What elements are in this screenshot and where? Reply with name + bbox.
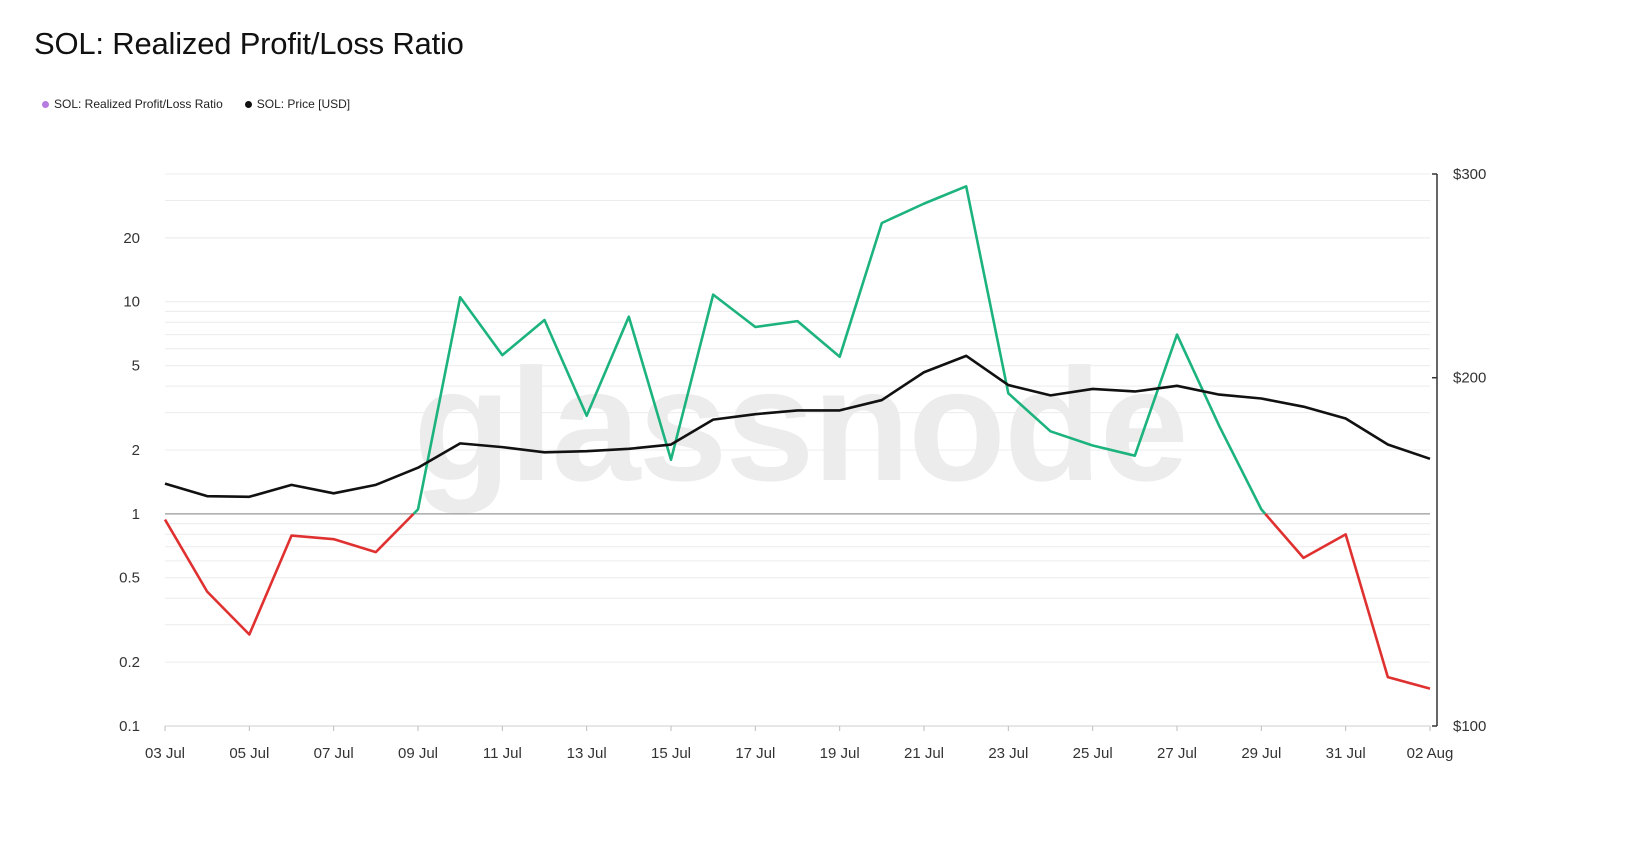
y-tick-label: 1: [132, 506, 140, 523]
x-tick-label: 05 Jul: [229, 745, 269, 762]
y-tick-label: 0.5: [119, 570, 140, 587]
x-tick-label: 21 Jul: [904, 745, 944, 762]
legend-item-price[interactable]: SOL: Price [USD]: [244, 97, 351, 111]
x-tick-label: 31 Jul: [1326, 745, 1366, 762]
y2-tick-label: $300: [1453, 166, 1486, 183]
tick-labels: 0.1 0.2 0.5 1 2 5 10 20 $100 $200 $300 03 Jul 05 Jul…: [119, 166, 1486, 762]
price-line[interactable]: [164, 354, 1431, 499]
x-tick-label: 27 Jul: [1157, 745, 1197, 762]
x-tick-label: 02 Aug: [1407, 745, 1454, 762]
axes: [164, 173, 1438, 731]
x-tick-label: 07 Jul: [314, 745, 354, 762]
x-tick-label: 09 Jul: [398, 745, 438, 762]
x-tick-label: 11 Jul: [483, 745, 522, 762]
chart-title: SOL: Realized Profit/Loss Ratio: [34, 26, 464, 61]
y2-tick-label: $100: [1453, 718, 1486, 735]
watermark-logo: glassnode: [413, 335, 1186, 514]
y-tick-label: 2: [132, 442, 140, 459]
x-tick-label: 03 Jul: [145, 745, 185, 762]
y-tick-label: 0.2: [119, 654, 140, 671]
series-lines: [163, 185, 1431, 690]
legend-dot-price-icon: [244, 100, 252, 108]
y-tick-label: 0.1: [119, 718, 140, 735]
ratio-line-profit[interactable]: [412, 185, 1267, 515]
grid-lines: [165, 173, 1430, 727]
legend-label-ratio: SOL: Realized Profit/Loss Ratio: [54, 97, 223, 111]
x-tick-label: 23 Jul: [988, 745, 1028, 762]
x-tick-label: 15 Jul: [651, 745, 691, 762]
x-tick-label: 25 Jul: [1073, 745, 1113, 762]
x-tick-label: 19 Jul: [820, 745, 860, 762]
y2-tick-label: $200: [1453, 370, 1486, 387]
ratio-line-loss[interactable]: [163, 512, 415, 636]
legend-label-price: SOL: Price [USD]: [256, 97, 351, 111]
x-tick-label: 17 Jul: [735, 745, 775, 762]
x-tick-label: 29 Jul: [1241, 745, 1281, 762]
y-tick-label: 20: [123, 230, 140, 247]
ratio-line-loss[interactable]: [1264, 513, 1431, 690]
y-tick-label: 5: [132, 358, 140, 375]
legend-dot-ratio-icon: [42, 100, 49, 108]
x-tick-label: 13 Jul: [567, 745, 607, 762]
legend: SOL: Realized Profit/Loss Ratio SOL: Pri…: [42, 97, 372, 111]
y-tick-label: 10: [123, 294, 140, 311]
legend-item-ratio[interactable]: SOL: Realized Profit/Loss Ratio: [42, 97, 223, 111]
